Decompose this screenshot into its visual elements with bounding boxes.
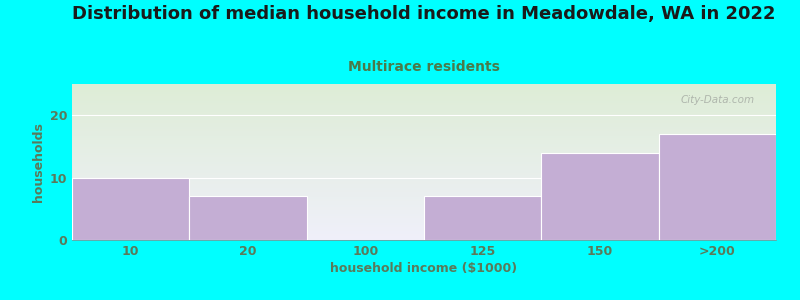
- Bar: [190, 196, 306, 240]
- Bar: [542, 153, 658, 240]
- Bar: [658, 134, 776, 240]
- Bar: [72, 178, 190, 240]
- X-axis label: household income ($1000): household income ($1000): [330, 262, 518, 275]
- Text: City-Data.com: City-Data.com: [681, 95, 755, 105]
- Y-axis label: households: households: [33, 122, 46, 202]
- Bar: [424, 196, 542, 240]
- Text: Multirace residents: Multirace residents: [348, 60, 500, 74]
- Text: Distribution of median household income in Meadowdale, WA in 2022: Distribution of median household income …: [72, 4, 776, 22]
